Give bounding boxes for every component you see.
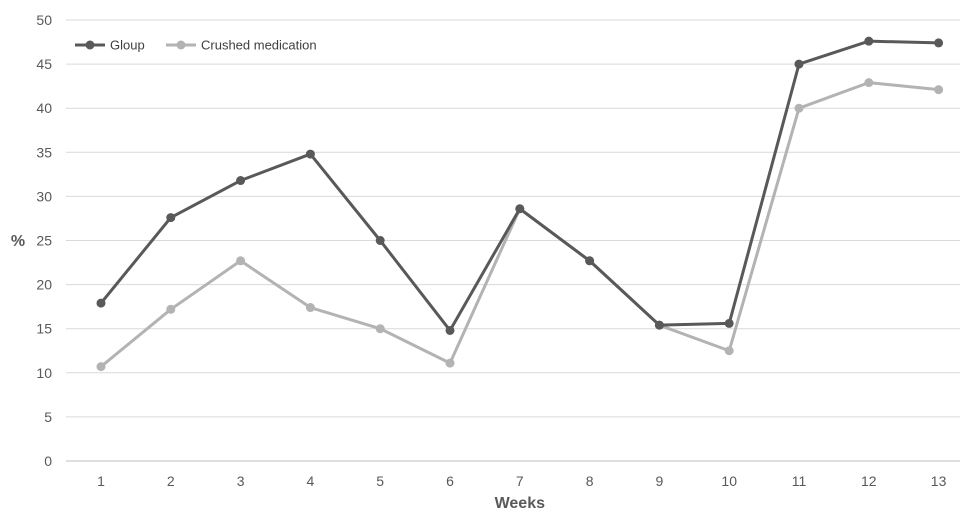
data-point: [934, 85, 944, 95]
data-point: [96, 298, 106, 308]
legend: Gloup Crushed medication: [75, 38, 317, 53]
x-tick-label: 12: [861, 473, 877, 489]
data-point: [445, 325, 455, 335]
y-tick-label: 25: [36, 233, 52, 249]
x-tick-label: 4: [307, 473, 315, 489]
data-point: [724, 318, 734, 328]
x-tick-label: 6: [446, 473, 454, 489]
data-point: [445, 358, 455, 368]
x-tick-label: 11: [792, 473, 807, 489]
data-point: [375, 324, 385, 334]
y-tick-label: 0: [44, 453, 52, 469]
data-point: [864, 36, 874, 46]
data-point: [654, 320, 664, 330]
data-point: [166, 304, 176, 314]
gridlines: [66, 19, 960, 418]
x-tick-label: 3: [237, 473, 245, 489]
data-point: [794, 59, 804, 69]
series-line-1: [100, 81, 939, 368]
legend-label: Crushed medication: [201, 38, 317, 53]
x-axis-ticks: 1 2 3 4 5 6 7 8 9 10 11 12 13: [97, 473, 946, 489]
data-point: [375, 236, 385, 245]
data-point: [96, 362, 106, 372]
legend-swatch-marker: [176, 40, 186, 50]
data-point: [515, 204, 525, 214]
x-tick-label: 9: [656, 473, 664, 489]
series-layer: [96, 36, 944, 372]
legend-swatch-marker: [85, 40, 95, 50]
data-point: [236, 176, 246, 186]
y-tick-label: 20: [36, 277, 52, 293]
data-point: [585, 256, 595, 266]
y-tick-label: 10: [36, 365, 52, 381]
data-point: [305, 149, 315, 159]
y-tick-label: 50: [36, 12, 52, 28]
data-point: [166, 213, 176, 223]
x-tick-label: 1: [97, 473, 105, 489]
x-tick-label: 13: [931, 473, 947, 489]
data-point: [724, 346, 734, 356]
data-point: [934, 38, 944, 48]
y-tick-label: 35: [36, 144, 52, 160]
y-axis-ticks: 0 5 10 15 20 25 30 35 40 45 50: [36, 12, 52, 469]
y-tick-label: 40: [36, 100, 52, 116]
x-tick-label: 10: [721, 473, 737, 489]
x-tick-label: 8: [586, 473, 594, 489]
x-tick-label: 2: [167, 473, 175, 489]
series-0: [96, 36, 944, 335]
data-point: [236, 256, 246, 266]
y-tick-label: 30: [36, 188, 52, 204]
legend-label: Gloup: [110, 38, 145, 53]
y-tick-label: 45: [36, 56, 52, 72]
y-tick-label: 5: [44, 409, 52, 425]
x-tick-label: 7: [516, 473, 524, 489]
legend-item-1: Crushed medication: [166, 38, 317, 53]
data-point: [305, 303, 315, 313]
data-point: [794, 103, 804, 113]
y-axis-title: %: [11, 233, 25, 250]
data-point: [864, 78, 874, 88]
x-tick-label: 5: [376, 473, 384, 489]
legend-item-0: Gloup: [75, 38, 145, 53]
x-axis-title: Weeks: [495, 495, 546, 511]
series-line-0: [99, 39, 939, 332]
y-tick-label: 15: [36, 321, 52, 337]
series-1: [96, 78, 944, 372]
